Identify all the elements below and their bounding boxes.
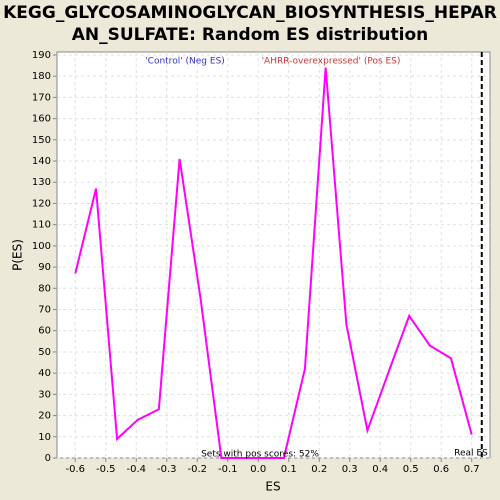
x-axis-label: ES xyxy=(265,480,280,494)
y-tick-label: 160 xyxy=(32,114,51,125)
real-es-label: Real ES xyxy=(454,449,488,459)
y-tick-label: 80 xyxy=(38,283,51,294)
x-tick-label: -0.6 xyxy=(66,464,86,475)
x-tick-label: 0.2 xyxy=(311,464,327,475)
x-tick-label: -0.4 xyxy=(127,464,147,475)
x-tick-label: -0.3 xyxy=(157,464,177,475)
y-axis-label: P(ES) xyxy=(11,239,25,271)
x-tick-label: 0.6 xyxy=(433,464,449,475)
legend-entry: 'AHRR-overexpressed' (Pos ES) xyxy=(262,57,401,67)
y-tick-label: 170 xyxy=(32,92,51,103)
y-tick-label: 70 xyxy=(38,305,51,316)
y-tick-label: 30 xyxy=(38,389,51,400)
x-tick-label: 0.3 xyxy=(342,464,358,475)
chart-title: AN_SULFATE: Random ES distribution xyxy=(72,25,429,45)
y-tick-label: 10 xyxy=(38,432,51,443)
y-tick-label: 120 xyxy=(32,198,51,209)
x-tick-label: -0.1 xyxy=(218,464,238,475)
x-tick-label: -0.2 xyxy=(188,464,208,475)
x-tick-label: -0.5 xyxy=(96,464,116,475)
y-tick-label: 140 xyxy=(32,156,51,167)
y-tick-label: 150 xyxy=(32,135,51,146)
annotation: Sets with pos scores: 52% xyxy=(201,450,319,460)
y-tick-label: 180 xyxy=(32,71,51,82)
x-tick-label: 0.0 xyxy=(250,464,266,475)
y-tick-label: 50 xyxy=(38,347,51,358)
y-tick-label: 60 xyxy=(38,326,51,337)
y-tick-label: 100 xyxy=(32,241,51,252)
legend-entry: 'Control' (Neg ES) xyxy=(145,57,225,67)
plot-area xyxy=(56,51,491,459)
y-tick-label: 0 xyxy=(45,453,51,464)
y-tick-label: 90 xyxy=(38,262,51,273)
chart-title: KEGG_GLYCOSAMINOGLYCAN_BIOSYNTHESIS_HEPA… xyxy=(3,3,497,23)
y-tick-label: 190 xyxy=(32,50,51,61)
y-tick-label: 40 xyxy=(38,368,51,379)
y-tick-label: 20 xyxy=(38,411,51,422)
x-tick-label: 0.4 xyxy=(372,464,388,475)
y-tick-label: 130 xyxy=(32,177,51,188)
x-tick-label: 0.1 xyxy=(281,464,297,475)
y-tick-label: 110 xyxy=(32,220,51,231)
x-tick-label: 0.5 xyxy=(403,464,419,475)
series-line xyxy=(74,67,473,459)
x-tick-label: 0.7 xyxy=(464,464,480,475)
